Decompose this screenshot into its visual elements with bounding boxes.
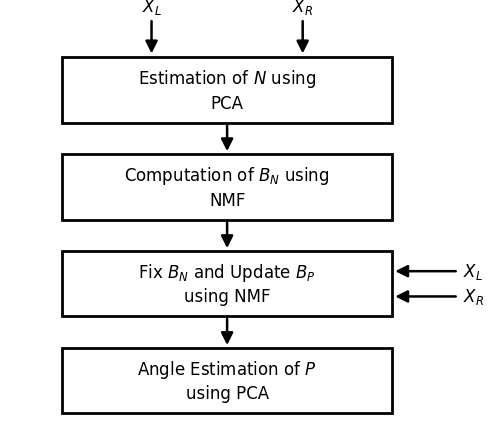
Bar <box>62 58 393 124</box>
Text: $X_L$: $X_L$ <box>463 261 483 282</box>
Text: Estimation of $N$ using: Estimation of $N$ using <box>138 68 316 90</box>
Text: NMF: NMF <box>209 191 246 209</box>
Text: Computation of $B_N$ using: Computation of $B_N$ using <box>124 165 330 187</box>
Text: PCA: PCA <box>211 94 244 113</box>
Bar <box>62 155 393 220</box>
Text: using PCA: using PCA <box>185 385 269 403</box>
Bar <box>62 251 393 317</box>
Text: $X_R$: $X_R$ <box>292 0 313 17</box>
Bar <box>62 348 393 413</box>
Text: Angle Estimation of $P$: Angle Estimation of $P$ <box>137 358 317 380</box>
Text: $X_L$: $X_L$ <box>142 0 161 17</box>
Text: Fix $B_N$ and Update $B_P$: Fix $B_N$ and Update $B_P$ <box>138 261 316 283</box>
Text: $X_R$: $X_R$ <box>463 287 484 307</box>
Text: using NMF: using NMF <box>184 288 271 306</box>
